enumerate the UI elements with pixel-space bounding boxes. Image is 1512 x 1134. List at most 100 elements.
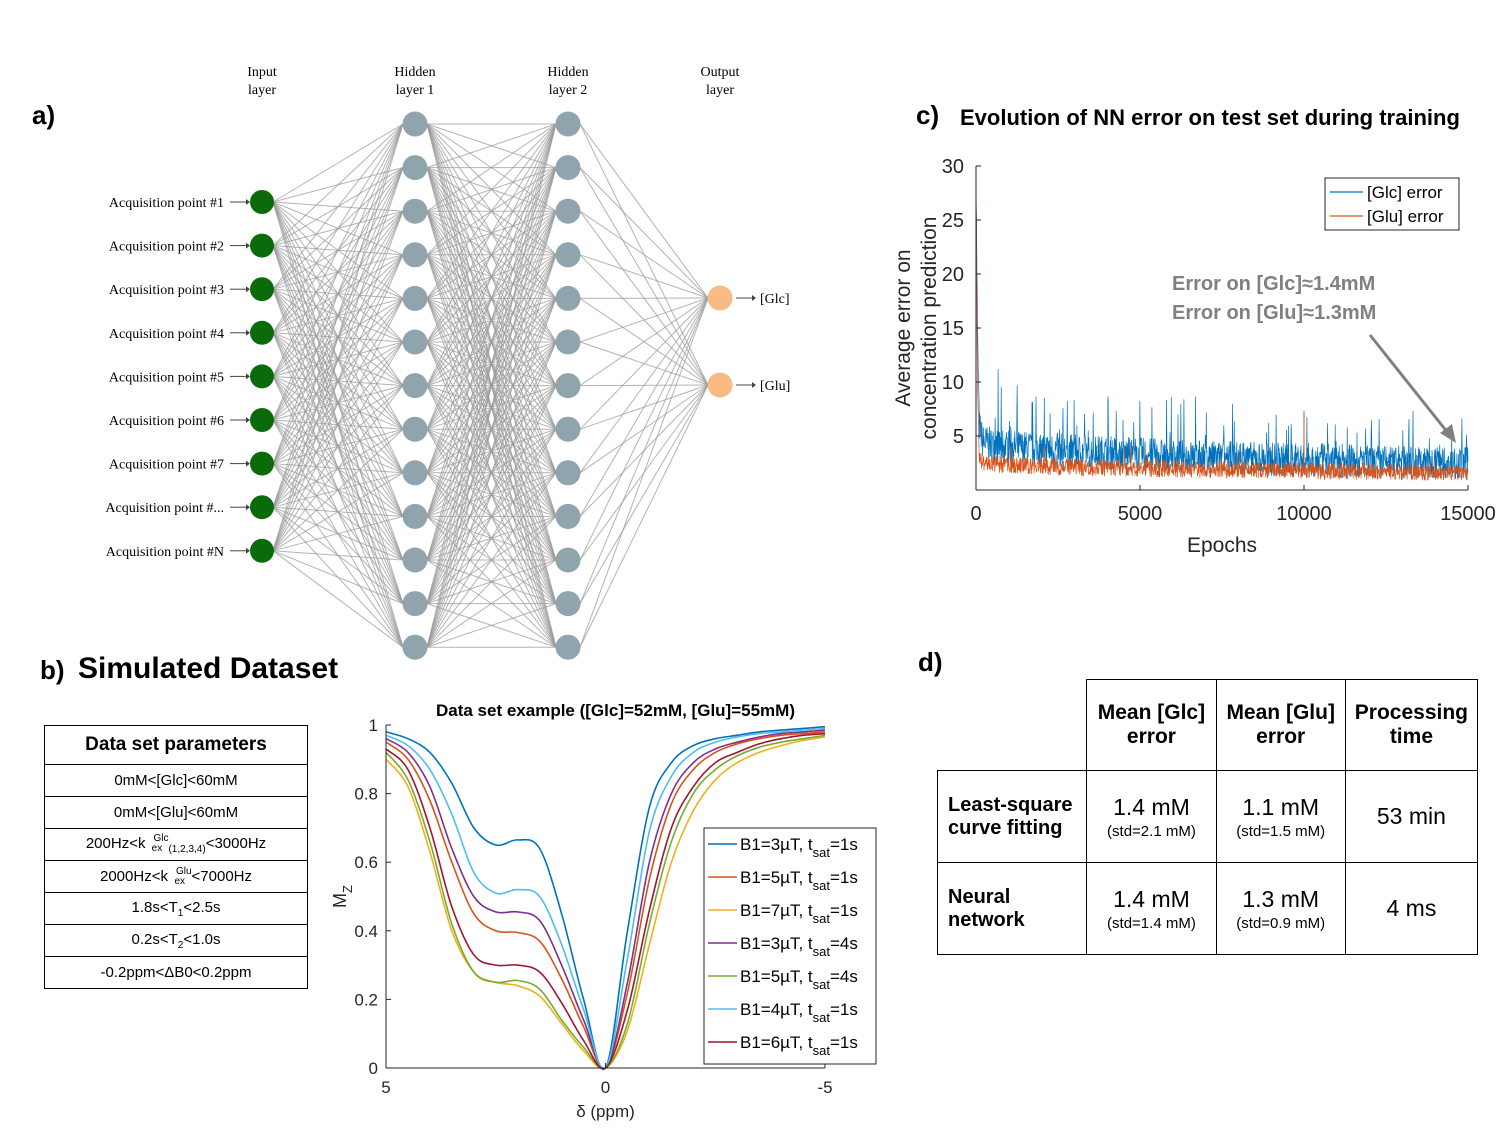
input-label: Acquisition point #4 — [109, 327, 224, 342]
x-tick-label: -5 — [817, 1078, 832, 1097]
nn-edge — [272, 472, 404, 552]
table-row: 2000Hz<k Glu ex <7000Hz — [44, 860, 308, 893]
legend-label-sub: sat — [813, 1043, 831, 1058]
hidden1-node — [402, 634, 428, 660]
output-node — [707, 285, 733, 311]
legend-label: [Glu] error — [1367, 207, 1444, 226]
hidden1-node — [402, 591, 428, 617]
table-row: Neural network 1.4 mM (std=1.4 mM) 1.3 mM… — [936, 862, 1479, 955]
layer-title: Output — [701, 65, 740, 80]
nn-edges — [272, 123, 709, 648]
nn-edge — [579, 297, 709, 561]
nn-layer-titles: Input layer Hidden layer 1 Hidden layer 2 Outp… — [247, 65, 739, 98]
layer-title: Hidden — [547, 65, 588, 80]
arrow-head — [246, 242, 250, 249]
legend-label-main: B1=5µT, t — [740, 868, 813, 887]
hidden1-node — [402, 111, 428, 137]
arrow-head — [246, 547, 250, 554]
nn-edge — [426, 123, 557, 473]
y-tick-label: 0.8 — [354, 785, 378, 804]
glc-cell: 1.4 mM (std=2.1 mM) — [1086, 770, 1217, 863]
input-node — [250, 364, 274, 389]
y-tick-label: 5 — [953, 426, 964, 448]
param-cell: 2000Hz<k Glu ex <7000Hz — [44, 860, 308, 893]
y-tick-label: 15 — [942, 318, 964, 340]
legend-label: B1=3µT, tsat=4s — [740, 934, 858, 959]
nn-edge — [579, 210, 709, 299]
layer-title: layer 1 — [396, 83, 434, 98]
legend-label-sub: sat — [813, 977, 831, 992]
annotation-arrow — [1368, 334, 1450, 434]
legend-label: B1=7µT, tsat=1s — [740, 901, 858, 926]
table-row: 0mM<[Glc]<60mM — [44, 764, 308, 797]
y-tick-label: 0.6 — [354, 853, 378, 872]
legend-label: B1=3µT, tsat=1s — [740, 835, 858, 860]
y-tick-label: 1 — [369, 716, 378, 735]
hidden1-node — [402, 285, 428, 311]
param-cell: 0mM<[Glc]<60mM — [44, 764, 308, 797]
table-header: Data set parameters — [44, 725, 308, 765]
x-tick-label: 5 — [381, 1078, 390, 1097]
corner-cell — [937, 679, 1088, 771]
layer-title: Input — [247, 65, 277, 80]
legend-label-sub: sat — [813, 878, 831, 893]
legend-label: B1=6µT, tsat=1s — [740, 1033, 858, 1058]
nn-edge — [579, 297, 709, 648]
nn-edge — [426, 123, 557, 299]
y-tick-label: 20 — [942, 264, 964, 286]
nn-edge — [426, 385, 557, 648]
hidden2-node — [555, 416, 581, 442]
nn-edge — [579, 297, 709, 430]
time-cell: 53 min — [1344, 770, 1479, 863]
input-node — [250, 495, 274, 520]
nn-edge — [272, 211, 404, 551]
nn-edge — [579, 297, 709, 343]
nn-edge — [272, 123, 404, 464]
nn-edge — [426, 516, 557, 648]
legend-label-post: =1s — [830, 1000, 858, 1019]
nn-labels: Acquisition point #1 Acquisition point #2… — [105, 196, 790, 560]
nn-edge — [426, 472, 557, 648]
header-glc: Mean [Glc] error — [1086, 679, 1217, 771]
x-tick-label: 10000 — [1276, 503, 1332, 525]
arrow-head — [752, 382, 756, 388]
annotation-glu: Error on [Glu]≈1.3mM — [1172, 302, 1376, 324]
legend-label-main: B1=3µT, t — [740, 934, 813, 953]
arrow-head — [246, 373, 250, 380]
zspectrum-chart: Data set example ([Glc]=52mM, [Glu]=55mM… — [330, 701, 877, 1121]
y-axis-label-line1: Average error on — [892, 249, 915, 406]
y-tick-label: 0.4 — [354, 922, 378, 941]
nn-edge — [272, 254, 404, 552]
panel-b-title: Simulated Dataset — [78, 652, 339, 685]
y-tick-label: 0 — [369, 1059, 378, 1078]
nn-edge — [579, 384, 709, 604]
legend-label-main: B1=4µT, t — [740, 1000, 813, 1019]
input-node — [250, 451, 274, 476]
hidden2-node — [555, 460, 581, 486]
table-row: 0.2s<T2<1.0s — [44, 924, 308, 957]
nn-edge — [272, 515, 404, 552]
hidden2-node — [555, 285, 581, 311]
layer-title: layer — [248, 83, 276, 98]
dataset-parameters-table: Data set parameters 0mM<[Glc]<60mM 0mM<[G… — [44, 725, 308, 989]
y-tick-label: 30 — [942, 156, 964, 178]
input-label: Acquisition point #2 — [109, 240, 224, 255]
output-label: [Glu] — [760, 379, 790, 394]
nn-edge — [426, 254, 557, 648]
legend: [Glc] error [Glu] error — [1324, 177, 1460, 231]
nn-edge — [426, 123, 557, 430]
table-row: 200Hz<k Glc ex (1,2,3,4)<3000Hz — [44, 828, 308, 861]
nn-edge — [272, 123, 404, 551]
input-label: Acquisition point #7 — [109, 458, 224, 473]
hidden1-node — [402, 155, 428, 181]
input-node — [250, 233, 274, 258]
nn-edge — [272, 298, 404, 552]
glu-cell: 1.1 mM (std=1.5 mM) — [1215, 770, 1346, 863]
hidden2-node — [555, 111, 581, 137]
nn-nodes — [250, 111, 733, 660]
hidden2-node — [555, 634, 581, 660]
glu-cell: 1.3 mM (std=0.9 mM) — [1215, 862, 1346, 955]
layer-title: Hidden — [394, 65, 435, 80]
input-label: Acquisition point #6 — [109, 414, 224, 429]
nn-edge — [426, 123, 557, 561]
